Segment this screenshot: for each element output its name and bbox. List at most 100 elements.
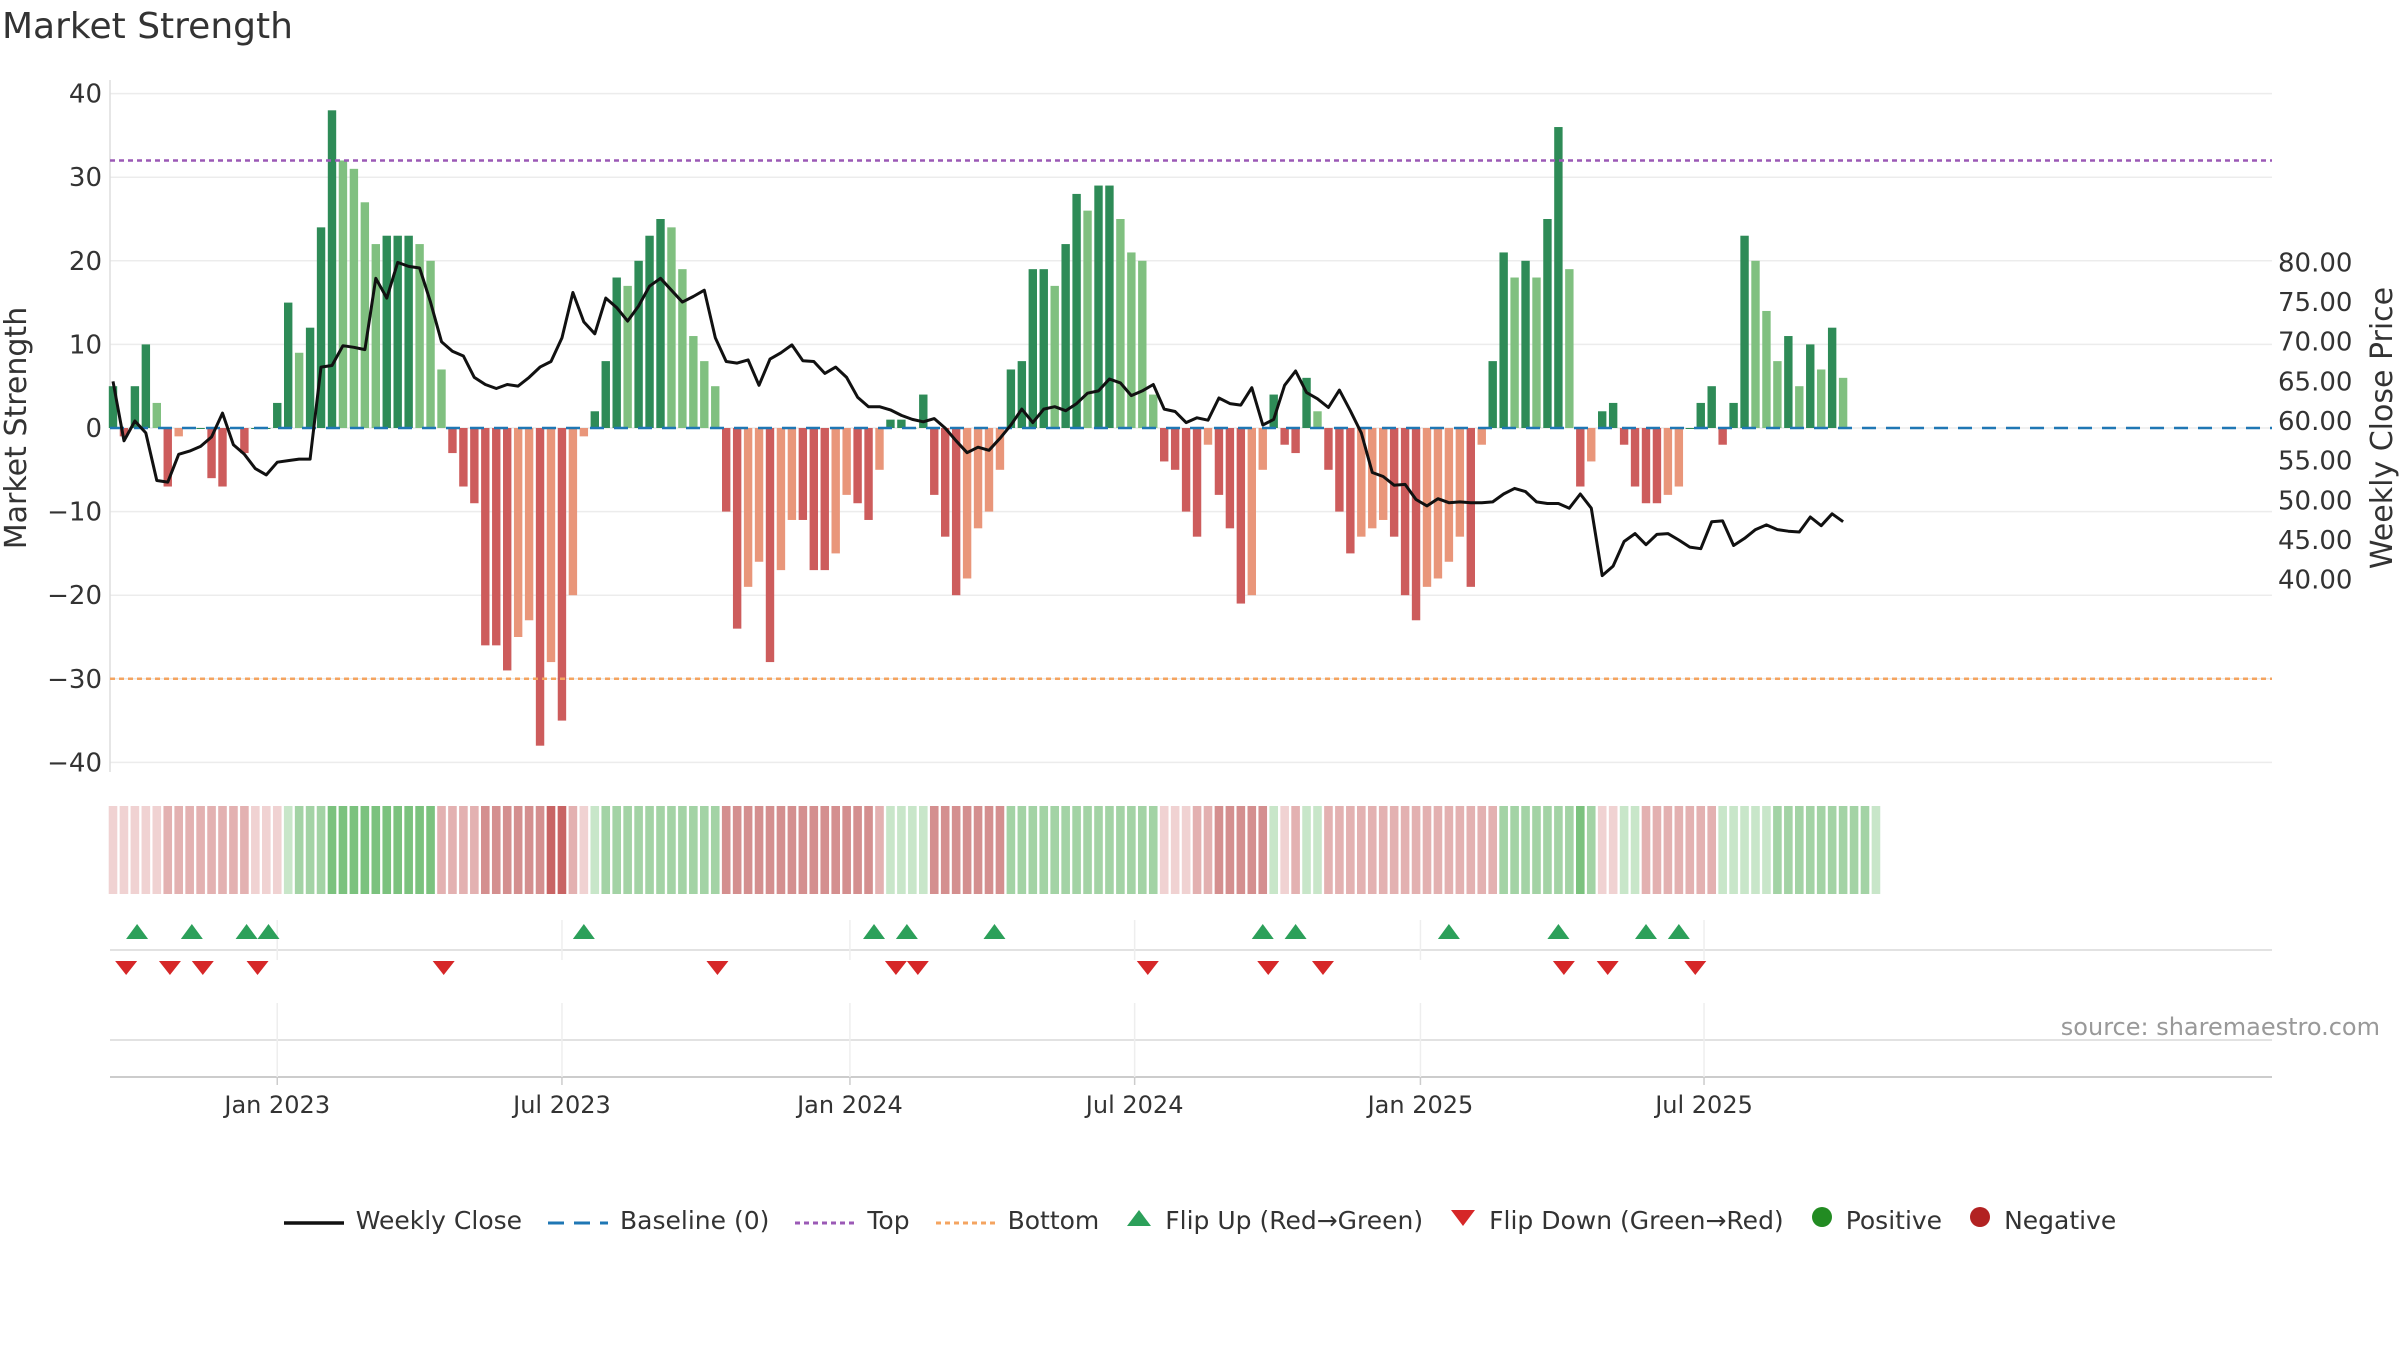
strength-bar xyxy=(1138,260,1147,428)
y-tick-label: −10 xyxy=(47,498,102,528)
strip-cell xyxy=(305,806,315,894)
legend-symbol-top-icon xyxy=(795,1206,856,1235)
strength-bar xyxy=(765,428,775,663)
strength-bar xyxy=(1225,428,1235,529)
strip-cell xyxy=(1017,806,1027,894)
strength-bar xyxy=(1663,428,1673,495)
strip-cell xyxy=(1630,806,1640,894)
strip-cell xyxy=(1795,806,1804,894)
y2-tick-label: 70.00 xyxy=(2278,328,2352,358)
strength-bar xyxy=(393,235,402,428)
strength-bar xyxy=(1608,402,1618,428)
x-tick-label: Jan 2025 xyxy=(1366,1091,1474,1119)
strip-cell xyxy=(929,806,939,894)
strip-cell xyxy=(1203,806,1213,894)
strip-cell xyxy=(1181,806,1191,894)
strip-cell xyxy=(1510,806,1519,894)
strip-cell xyxy=(897,806,906,894)
strip-cell xyxy=(864,806,873,894)
strength-bar xyxy=(360,202,370,428)
flip-up-marker xyxy=(983,924,1006,939)
strength-bar xyxy=(1499,252,1508,428)
strip-cell xyxy=(1641,806,1651,894)
strip-cell xyxy=(1860,806,1870,894)
strength-bar xyxy=(1411,428,1421,621)
strength-bar xyxy=(1455,428,1465,537)
strength-bar xyxy=(1652,428,1662,504)
strength-bar xyxy=(163,428,172,487)
strip-cell xyxy=(1466,806,1476,894)
strip-cell xyxy=(349,806,359,894)
strength-bar xyxy=(1127,252,1136,428)
y-tick-label: −40 xyxy=(47,748,102,778)
strip-cell xyxy=(1400,806,1410,894)
flip-up-marker xyxy=(895,924,918,939)
strip-cell xyxy=(1367,806,1377,894)
y-tick-label: 0 xyxy=(85,414,102,444)
strip-cell xyxy=(1422,806,1432,894)
flip-down-marker xyxy=(884,961,907,975)
strength-bar xyxy=(820,428,829,571)
strength-bar xyxy=(503,428,512,671)
flip-up-marker xyxy=(126,924,149,939)
strip-cell xyxy=(1718,806,1727,894)
strength-bar xyxy=(1641,428,1651,504)
flip-down-marker xyxy=(1596,961,1619,975)
strength-bar xyxy=(273,402,282,428)
strength-bar xyxy=(1050,285,1059,428)
strength-bar xyxy=(623,285,632,428)
strip-cell xyxy=(1696,806,1706,894)
x-axis: Jan 2023 Jul 2023 Jan 2024 Jul 2024 Jan 2025… xyxy=(222,1077,1753,1119)
legend-label: Positive xyxy=(1845,1205,1943,1235)
y2-tick-label: 75.00 xyxy=(2278,288,2352,318)
strip-cell xyxy=(1313,806,1322,894)
strip-cell xyxy=(535,806,545,894)
strip-cell xyxy=(1138,806,1147,894)
strength-bar xyxy=(284,302,293,428)
strip-cell xyxy=(886,806,895,894)
strength-bar xyxy=(1630,428,1640,487)
strip-cell xyxy=(1740,806,1749,894)
strip-cell xyxy=(875,806,884,894)
strength-bar xyxy=(1762,310,1771,428)
strength-bar xyxy=(930,428,939,495)
strength-bar xyxy=(1379,428,1388,520)
strength-bar xyxy=(1094,185,1103,428)
strip-cell xyxy=(1433,806,1443,894)
strength-bar xyxy=(1576,428,1585,487)
strip-cell xyxy=(1576,806,1585,894)
strength-bar xyxy=(579,428,589,437)
strip-cell xyxy=(754,806,764,894)
strength-bar xyxy=(995,428,1005,470)
strip-cell xyxy=(831,806,840,894)
strip-cell xyxy=(152,806,162,894)
strength-bar xyxy=(1368,428,1377,529)
flip-up-marker xyxy=(180,924,203,939)
strength-bar xyxy=(1477,428,1486,445)
strip-cell xyxy=(1006,806,1016,894)
strength-bar xyxy=(1685,428,1694,429)
strip-cell xyxy=(1685,806,1695,894)
flip-up-marker xyxy=(257,924,280,939)
strip-cell xyxy=(1773,806,1782,894)
strength-bar xyxy=(1718,428,1727,445)
strip-cell xyxy=(820,806,830,894)
y2-axis-label: Weekly Close Price xyxy=(2365,287,2400,569)
y2-tick-label: 55.00 xyxy=(2278,447,2352,477)
flip-down-marker xyxy=(115,961,138,975)
strip-cell xyxy=(951,806,961,894)
strip-cell xyxy=(1751,806,1760,894)
strip-cell xyxy=(919,806,928,894)
strip-cell xyxy=(119,806,129,894)
strength-bar xyxy=(1247,428,1256,596)
flip-up-marker xyxy=(863,924,886,939)
strength-bar xyxy=(678,269,687,428)
strip-cell xyxy=(240,806,249,894)
y-tick-label: 10 xyxy=(69,330,102,360)
strip-cell xyxy=(667,806,676,894)
strength-bar xyxy=(667,227,676,428)
flip-markers xyxy=(115,924,1707,975)
strength-bar xyxy=(1751,260,1760,428)
strength-bar xyxy=(1565,269,1574,428)
legend-item-flip-down: Flip Down (Green→Red) xyxy=(1449,1206,1784,1235)
